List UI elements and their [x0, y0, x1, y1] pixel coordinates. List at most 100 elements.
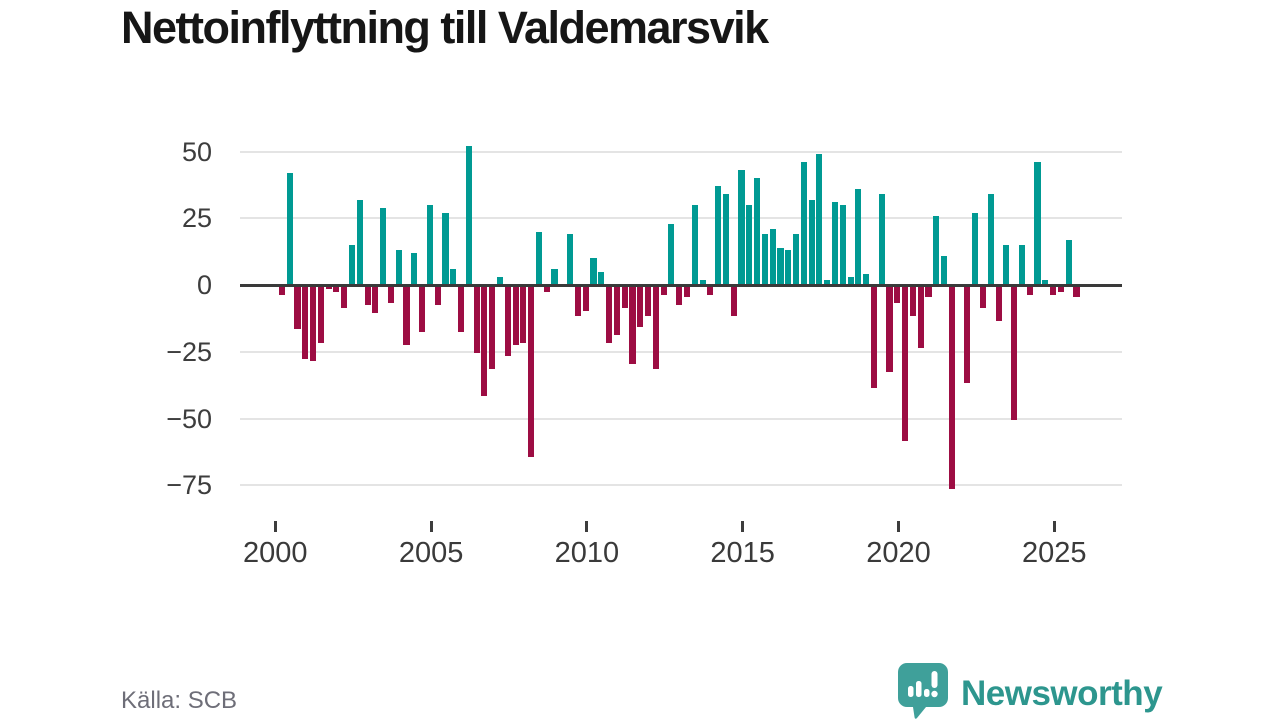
bar — [473, 286, 480, 354]
bar — [691, 204, 698, 285]
bar — [730, 286, 737, 316]
bar — [512, 286, 519, 346]
bar — [683, 286, 691, 298]
bar — [481, 286, 488, 396]
bar — [964, 286, 971, 383]
bar — [979, 286, 987, 308]
bar — [917, 286, 924, 348]
bar — [613, 286, 620, 335]
bar — [777, 247, 784, 285]
gridline — [240, 150, 1122, 153]
x-axis-tick-mark — [741, 521, 745, 532]
bar — [310, 286, 317, 362]
bar — [543, 286, 550, 292]
bar — [341, 286, 348, 308]
x-axis-tick-mark — [585, 521, 589, 532]
gridline — [240, 350, 1122, 353]
y-axis-tick-label: −75 — [166, 470, 212, 501]
x-axis-tick-label: 2000 — [243, 537, 308, 569]
bar — [567, 234, 574, 285]
bar — [870, 286, 877, 388]
bar — [286, 172, 293, 285]
bar — [1073, 286, 1080, 298]
bar — [637, 286, 644, 327]
bar — [535, 231, 543, 285]
bar — [987, 194, 994, 285]
bar — [831, 202, 839, 285]
bar — [1057, 286, 1064, 292]
bar — [894, 286, 901, 303]
newsworthy-logo: Newsworthy — [896, 661, 1163, 719]
bar — [746, 204, 753, 285]
bar — [668, 223, 675, 285]
bar — [574, 286, 581, 316]
bar — [839, 204, 846, 285]
bar — [972, 212, 979, 285]
bar — [528, 286, 535, 458]
x-axis-tick-mark — [1052, 521, 1056, 532]
bar — [489, 286, 496, 370]
bar — [1065, 239, 1072, 285]
bar — [644, 286, 652, 316]
source-label: Källa: SCB — [121, 687, 238, 714]
bar — [754, 178, 761, 285]
bar — [380, 207, 387, 285]
bar — [434, 286, 441, 306]
bar — [1050, 286, 1057, 295]
zero-baseline — [240, 283, 1122, 287]
y-axis-tick-label: 0 — [196, 270, 212, 300]
bar — [278, 286, 285, 295]
bar — [792, 234, 800, 285]
bar — [606, 286, 613, 343]
bar — [948, 286, 955, 490]
bar — [1026, 286, 1033, 295]
bar — [317, 286, 324, 343]
gridline — [240, 417, 1122, 420]
bar — [411, 253, 418, 285]
bar — [847, 277, 854, 285]
y-axis-tick-label: 50 — [181, 136, 212, 167]
bar — [699, 279, 706, 285]
bar — [496, 277, 504, 285]
bar — [551, 269, 558, 285]
bar — [325, 286, 332, 290]
bar — [878, 194, 885, 285]
bar — [652, 286, 659, 370]
bar — [676, 286, 683, 306]
newsworthy-icon — [898, 663, 948, 719]
bar — [364, 286, 371, 306]
bar — [707, 286, 714, 295]
x-axis-tick-label: 2025 — [1022, 537, 1087, 569]
bar — [348, 244, 356, 285]
bar — [769, 228, 776, 285]
bar — [520, 286, 527, 343]
bar — [629, 286, 636, 364]
bar — [582, 286, 589, 311]
bar — [816, 154, 823, 285]
bar — [925, 286, 932, 298]
bar — [824, 279, 831, 285]
bar — [403, 286, 410, 346]
bar — [598, 271, 605, 285]
bar — [940, 255, 948, 285]
bar — [442, 212, 449, 285]
y-axis-tick-label: −25 — [166, 336, 212, 367]
bar — [590, 258, 597, 285]
y-axis-tick-label: 25 — [181, 203, 212, 234]
bar — [995, 286, 1002, 322]
bar — [621, 286, 628, 308]
x-axis-tick-label: 2005 — [398, 537, 464, 569]
bar — [785, 250, 792, 285]
bar — [294, 286, 301, 330]
x-axis-tick-label: 2015 — [710, 537, 775, 569]
bar — [372, 286, 379, 314]
bar — [302, 286, 309, 359]
bar — [1034, 162, 1041, 285]
bar — [1018, 244, 1026, 285]
bar — [738, 170, 745, 285]
bar — [715, 186, 722, 285]
bar — [886, 286, 893, 372]
x-axis-tick-mark — [897, 521, 900, 532]
bar — [419, 286, 426, 332]
